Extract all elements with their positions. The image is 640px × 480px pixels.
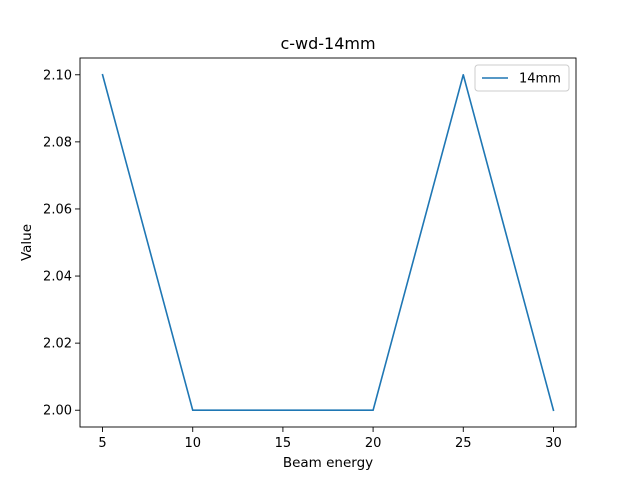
y-tick-label: 2.08 — [43, 135, 72, 150]
y-tick-label: 2.04 — [43, 270, 72, 285]
y-axis: 2.00 2.02 2.04 2.06 2.08 2.10 — [43, 68, 80, 419]
chart-title: c-wd-14mm — [280, 34, 375, 53]
y-tick-label: 2.06 — [43, 202, 72, 217]
y-tick-label: 2.00 — [43, 404, 72, 419]
plot-frame — [79, 57, 577, 428]
x-tick-label: 25 — [455, 436, 472, 451]
y-axis-label: Value — [19, 224, 35, 261]
x-tick-label: 20 — [365, 436, 382, 451]
legend: 14mm — [474, 64, 570, 92]
x-tick-label: 15 — [275, 436, 292, 451]
x-tick-label: 30 — [545, 436, 562, 451]
y-tick-label: 2.02 — [43, 337, 72, 352]
x-tick-label: 10 — [184, 436, 201, 451]
series-line-14mm — [101, 73, 555, 412]
legend-label: 14mm — [519, 72, 561, 87]
plot-area — [79, 57, 577, 428]
series-layer — [101, 73, 555, 412]
x-tick-label: 5 — [98, 436, 106, 451]
x-axis: 5 10 15 20 25 30 — [98, 427, 562, 451]
legend-box — [474, 64, 570, 92]
y-tick-label: 2.10 — [43, 68, 72, 83]
x-axis-label: Beam energy — [283, 455, 373, 471]
